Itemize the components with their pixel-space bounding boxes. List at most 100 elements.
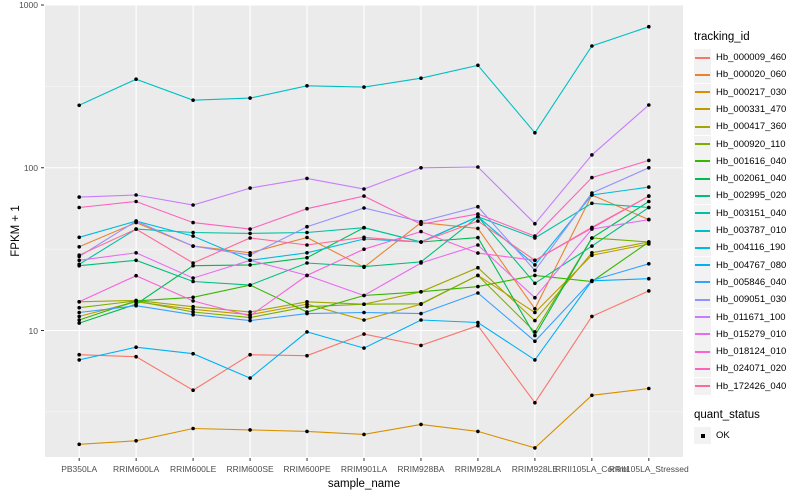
legend-item-Hb_004767_080: Hb_004767_080 — [694, 256, 787, 274]
legend-item-Hb_003151_040: Hb_003151_040 — [694, 204, 786, 222]
data-point — [191, 276, 195, 280]
data-point — [305, 300, 309, 304]
legend-item-Hb_024071_020: Hb_024071_020 — [694, 360, 787, 378]
legend-item-label: Hb_015279_010 — [716, 328, 787, 340]
data-point — [476, 214, 480, 219]
legend-key-line-icon — [694, 49, 711, 66]
data-point — [248, 352, 252, 357]
legend-key-line-icon — [694, 187, 711, 205]
legend-item-label: Hb_011671_100 — [716, 311, 786, 323]
data-point — [476, 212, 480, 216]
data-point — [419, 318, 423, 322]
legend-item-label: Hb_002995_020 — [716, 190, 787, 202]
data-point — [77, 103, 81, 108]
legend-key-line-icon — [694, 66, 711, 84]
legend-key-line-icon — [694, 308, 711, 326]
data-point — [191, 203, 195, 207]
y-tick-label: 10 — [28, 325, 38, 336]
legend-item-Hb_000417_360: Hb_000417_360 — [694, 118, 787, 136]
legend-item-label: Hb_004767_080 — [716, 259, 787, 271]
legend-item-label: Hb_001616_040 — [716, 155, 787, 167]
legend-item-Hb_000920_110: Hb_000920_110 — [694, 135, 786, 153]
legend-item-label: Hb_024071_020 — [716, 363, 787, 375]
data-point — [77, 245, 81, 249]
data-point — [590, 201, 594, 206]
data-point — [134, 345, 138, 350]
legend-key-line-icon — [694, 118, 711, 136]
data-point — [362, 264, 366, 269]
data-point — [533, 446, 537, 450]
data-point — [590, 393, 594, 398]
data-point — [647, 386, 651, 391]
data-point — [533, 307, 537, 311]
data-point — [476, 219, 480, 223]
data-point — [476, 165, 480, 169]
data-point — [419, 229, 423, 234]
data-point — [191, 426, 195, 431]
data-point — [134, 77, 138, 81]
data-point — [305, 230, 309, 235]
legend-item-label: Hb_000417_360 — [716, 121, 787, 133]
data-point — [305, 330, 309, 334]
legend-title-tracking-id: tracking_id — [694, 31, 750, 43]
data-point — [305, 235, 309, 240]
legend-line-swatch — [695, 125, 710, 128]
data-point — [77, 195, 81, 199]
data-point — [191, 220, 195, 225]
legend-line-swatch — [695, 177, 710, 180]
legend-line-swatch — [695, 333, 710, 336]
legend-line-swatch — [695, 281, 710, 284]
data-point — [191, 351, 195, 356]
legend-item-Hb_005846_040: Hb_005846_040 — [694, 273, 786, 291]
data-point — [77, 318, 81, 322]
data-point — [362, 293, 366, 298]
data-point — [419, 261, 423, 265]
legend-key-line-icon — [694, 325, 711, 343]
data-point — [362, 247, 366, 251]
y-tick-label: 1000 — [19, 0, 38, 10]
data-point — [191, 388, 195, 393]
data-point — [590, 225, 594, 230]
legend-line-swatch — [695, 194, 710, 197]
legend-item-label: Hb_000331_470 — [716, 103, 787, 115]
data-point — [134, 258, 138, 263]
y-axis-title: FPKM + 1 — [10, 205, 22, 257]
data-point — [191, 261, 195, 265]
data-point — [362, 302, 366, 307]
legend-item-Hb_000217_030: Hb_000217_030 — [694, 83, 786, 101]
data-point — [191, 234, 195, 238]
legend-item-label: Hb_003787_010 — [716, 225, 787, 236]
data-point — [191, 307, 195, 312]
legend-item-Hb_003787_010: Hb_003787_010 — [694, 222, 786, 239]
x-tick-label: RRIM928BA — [397, 464, 445, 474]
data-point — [476, 235, 480, 240]
data-point — [134, 299, 138, 303]
data-point — [77, 314, 81, 319]
legend-item-label: Hb_009051_030 — [716, 294, 787, 306]
data-point — [533, 221, 537, 226]
data-point — [647, 276, 651, 281]
data-point — [476, 243, 480, 247]
data-point — [77, 358, 81, 362]
legend-item-label: Hb_018124_010 — [716, 346, 787, 358]
data-point — [191, 279, 195, 284]
quant-status-item: OK — [694, 427, 730, 444]
data-point — [419, 219, 423, 224]
legend-line-swatch — [695, 350, 710, 353]
data-point — [248, 318, 252, 323]
data-point — [476, 265, 480, 270]
data-point — [305, 429, 309, 434]
legend-item-label: Hb_002061_040 — [716, 173, 787, 185]
data-point — [476, 204, 480, 209]
data-point — [77, 310, 81, 315]
data-point — [191, 312, 195, 317]
data-point — [533, 258, 537, 263]
data-point — [590, 175, 594, 180]
legend-line-swatch — [695, 367, 710, 370]
data-point — [305, 273, 309, 278]
legend-line-swatch — [695, 91, 710, 94]
data-point — [362, 187, 366, 191]
data-point — [191, 263, 195, 268]
legend-key-line-icon — [694, 222, 711, 239]
legend-key-line-icon — [694, 273, 711, 291]
